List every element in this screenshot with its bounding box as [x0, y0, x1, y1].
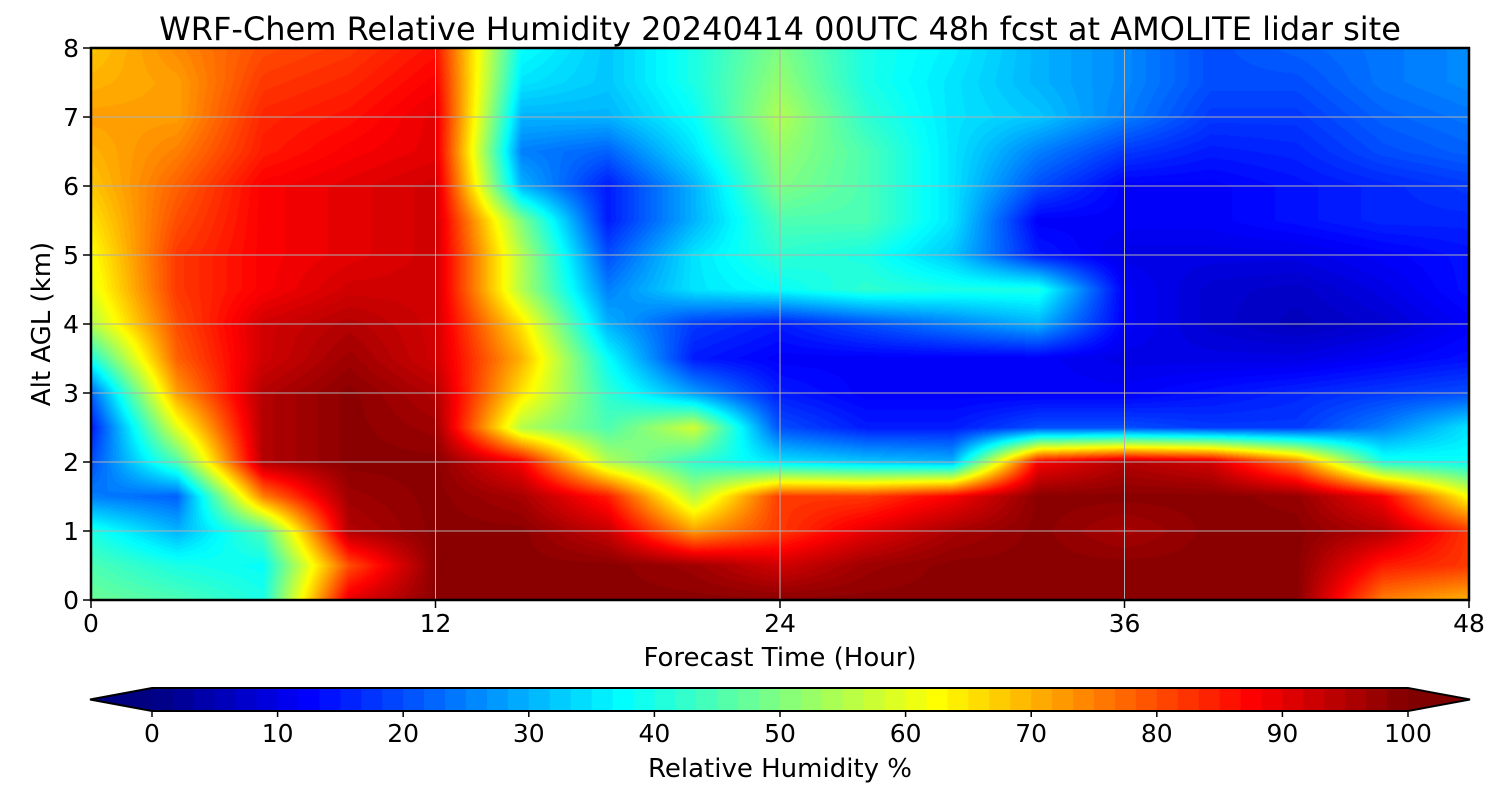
- y-tick-label: 3: [63, 379, 79, 408]
- colorbar-extend-high: [1408, 688, 1470, 711]
- colorbar-segment: [989, 688, 1011, 711]
- colorbar-segment: [528, 688, 551, 711]
- colorbar-segment: [1219, 688, 1242, 711]
- colorbar-segment: [1010, 688, 1032, 711]
- colorbar-label: Relative Humidity %: [648, 754, 912, 784]
- colorbar-tick-label: 100: [1384, 719, 1432, 748]
- colorbar-segment: [759, 688, 781, 711]
- colorbar-segment: [884, 688, 907, 711]
- colorbar-segment: [1366, 688, 1388, 711]
- colorbar-segment: [382, 688, 404, 711]
- x-tick-label: 48: [1453, 609, 1485, 638]
- colorbar-segment: [821, 688, 844, 711]
- colorbar-segment: [1177, 688, 1200, 711]
- colorbar-segment: [1387, 688, 1409, 711]
- colorbar-segment: [1094, 688, 1116, 711]
- colorbar-segment: [235, 688, 258, 711]
- colorbar-tick-label: 80: [1141, 719, 1173, 748]
- colorbar-segment: [1282, 688, 1304, 711]
- colorbar-tick-label: 90: [1266, 719, 1298, 748]
- colorbar: 0 10 20 30 40 50 60 70 80 90 100: [89, 687, 1471, 748]
- y-tick-label: 8: [63, 34, 79, 63]
- y-tick-label: 5: [63, 241, 79, 270]
- colorbar-segment: [403, 688, 425, 711]
- colorbar-segment: [152, 688, 174, 711]
- colorbar-segment: [507, 688, 530, 711]
- colorbar-tick-label: 30: [513, 719, 545, 748]
- colorbar-segment: [947, 688, 969, 711]
- colorbar-segment: [738, 688, 760, 711]
- colorbar-tick-label: 20: [387, 719, 419, 748]
- colorbar-segment: [1345, 688, 1367, 711]
- colorbar-segment: [466, 688, 488, 711]
- x-axis: 0 12 24 36 48: [83, 600, 1485, 638]
- colorbar-segment: [1135, 688, 1158, 711]
- colorbar-segment: [675, 688, 697, 711]
- colorbar-segment: [172, 688, 195, 711]
- colorbar-tick-label: 70: [1015, 719, 1047, 748]
- y-axis: 0 1 2 3 4 5 6 7 8: [63, 34, 91, 615]
- colorbar-segment: [780, 688, 802, 711]
- colorbar-segment: [1240, 688, 1263, 711]
- colorbar-extend-low: [90, 688, 152, 711]
- colorbar-segment: [319, 688, 341, 711]
- y-tick-label: 4: [63, 310, 79, 339]
- colorbar-segment: [1198, 688, 1221, 711]
- colorbar-tick-label: 60: [890, 719, 922, 748]
- colorbar-segment: [863, 688, 886, 711]
- colorbar-segment: [717, 688, 739, 711]
- colorbar-segment: [905, 688, 928, 711]
- colorbar-segment: [612, 688, 635, 711]
- colorbar-segment: [424, 688, 446, 711]
- chart-title: WRF-Chem Relative Humidity 20240414 00UT…: [159, 10, 1401, 48]
- colorbar-segment: [633, 688, 655, 711]
- colorbar-segment: [696, 688, 718, 711]
- colorbar-segment: [486, 688, 509, 711]
- colorbar-tick-label: 10: [262, 719, 294, 748]
- colorbar-segment: [842, 688, 865, 711]
- colorbar-segment: [1073, 688, 1095, 711]
- colorbar-segment: [340, 688, 362, 711]
- x-tick-label: 12: [420, 609, 452, 638]
- colorbar-segment: [445, 688, 467, 711]
- y-tick-label: 0: [63, 586, 79, 615]
- colorbar-tick-label: 40: [638, 719, 670, 748]
- colorbar-segment: [800, 688, 823, 711]
- colorbar-segment: [1324, 688, 1346, 711]
- colorbar-segment: [570, 688, 593, 711]
- y-tick-label: 6: [63, 172, 79, 201]
- colorbar-segment: [361, 688, 383, 711]
- colorbar-tick-label: 50: [764, 719, 796, 748]
- y-axis-label: Alt AGL (km): [27, 242, 57, 406]
- colorbar-segment: [1031, 688, 1053, 711]
- colorbar-segment: [256, 688, 279, 711]
- y-tick-label: 7: [63, 103, 79, 132]
- colorbar-segment: [1261, 688, 1283, 711]
- colorbar-segment: [1114, 688, 1137, 711]
- colorbar-tick-label: 0: [144, 719, 160, 748]
- y-tick-label: 1: [63, 517, 79, 546]
- colorbar-segment: [193, 688, 216, 711]
- colorbar-segment: [1156, 688, 1179, 711]
- colorbar-segment: [1303, 688, 1325, 711]
- colorbar-segment: [549, 688, 572, 711]
- colorbar-segment: [654, 688, 676, 711]
- y-tick-label: 2: [63, 448, 79, 477]
- x-axis-label: Forecast Time (Hour): [643, 643, 916, 673]
- x-tick-label: 36: [1109, 609, 1141, 638]
- colorbar-segment: [1052, 688, 1074, 711]
- colorbar-segment: [591, 688, 614, 711]
- x-tick-label: 0: [83, 609, 99, 638]
- colorbar-segment: [926, 688, 949, 711]
- colorbar-segment: [214, 688, 237, 711]
- colorbar-segment: [298, 688, 321, 711]
- x-tick-label: 24: [764, 609, 796, 638]
- colorbar-segment: [277, 688, 300, 711]
- colorbar-segment: [968, 688, 990, 711]
